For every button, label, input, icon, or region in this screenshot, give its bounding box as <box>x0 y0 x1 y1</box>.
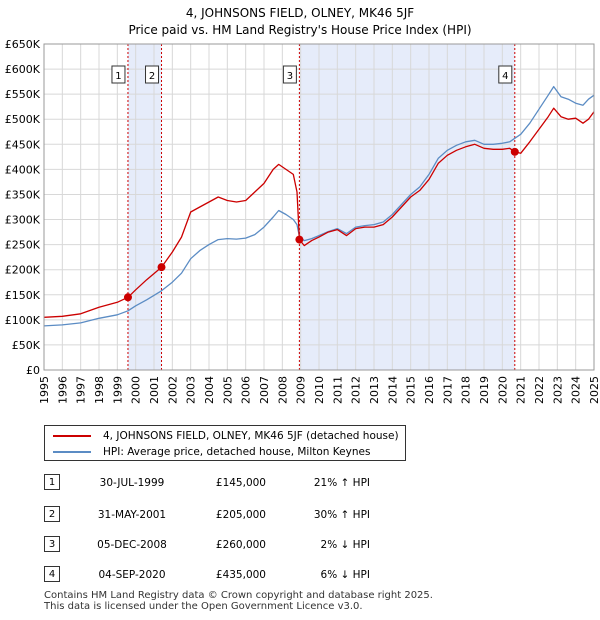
sale-hpi-diff: 2% ↓ HPI <box>320 539 370 551</box>
x-tick-label: 2001 <box>148 376 161 404</box>
y-tick-label: £300K <box>5 214 41 227</box>
legend: 4, JOHNSONS FIELD, OLNEY, MK46 5JF (deta… <box>44 425 406 461</box>
x-tick-label: 1996 <box>56 376 69 404</box>
sale-number-badge: 3 <box>44 536 60 552</box>
series-line-hpi <box>43 85 595 327</box>
sale-date: 30-JUL-1999 <box>99 477 165 489</box>
price-chart: 4, JOHNSONS FIELD, OLNEY, MK46 5JF Price… <box>5 6 600 404</box>
x-tick-label: 2002 <box>166 376 179 404</box>
x-tick-label: 2008 <box>276 376 289 404</box>
series-line-property <box>43 107 595 318</box>
chart-subtitle: Price paid vs. HM Land Registry's House … <box>128 23 471 37</box>
legend-item-property: 4, JOHNSONS FIELD, OLNEY, MK46 5JF (deta… <box>53 428 399 444</box>
sale-hpi-diff: 21% ↑ HPI <box>313 477 370 489</box>
x-tick-label: 2016 <box>423 376 436 404</box>
x-tick-label: 2003 <box>185 376 198 404</box>
x-tick-label: 2019 <box>478 376 491 404</box>
x-tick-label: 2000 <box>130 376 143 404</box>
footer-copyright: Contains HM Land Registry data © Crown c… <box>44 590 433 601</box>
legend-label-hpi: HPI: Average price, detached house, Milt… <box>103 446 371 458</box>
y-tick-label: £0 <box>26 364 40 377</box>
y-tick-label: £250K <box>5 239 41 252</box>
x-tick-label: 2018 <box>460 376 473 404</box>
x-tick-label: 2025 <box>588 376 600 404</box>
legend-item-hpi: HPI: Average price, detached house, Milt… <box>53 444 370 460</box>
chart-title: 4, JOHNSONS FIELD, OLNEY, MK46 5JF <box>186 6 414 20</box>
x-tick-label: 2011 <box>331 376 344 404</box>
legend-label-property: 4, JOHNSONS FIELD, OLNEY, MK46 5JF (deta… <box>103 430 399 442</box>
table-row: 2 31-MAY-2001 £205,000 30% ↑ HPI <box>44 506 404 524</box>
sale-point <box>123 293 132 302</box>
sale-date: 31-MAY-2001 <box>97 509 167 521</box>
x-tick-label: 2015 <box>405 376 418 404</box>
x-tick-label: 2023 <box>551 376 564 404</box>
x-tick-label: 2007 <box>258 376 271 404</box>
x-tick-label: 2004 <box>203 376 216 404</box>
x-tick-label: 2021 <box>515 376 528 404</box>
sale-date: 04-SEP-2020 <box>98 569 166 581</box>
table-row: 4 04-SEP-2020 £435,000 6% ↓ HPI <box>44 566 404 584</box>
footer: Contains HM Land Registry data © Crown c… <box>44 590 433 612</box>
sale-price: £435,000 <box>215 569 266 581</box>
sale-point <box>295 235 304 244</box>
x-tick-label: 2022 <box>533 376 546 404</box>
x-tick-label: 2006 <box>240 376 253 404</box>
sale-number-label: 1 <box>115 71 121 82</box>
sale-number-box <box>145 65 160 84</box>
y-tick-label: £400K <box>5 163 41 176</box>
sale-number-badge: 2 <box>44 506 60 522</box>
y-tick-label: £50K <box>12 339 41 352</box>
x-tick-label: 1999 <box>111 376 124 404</box>
x-tick-label: 2010 <box>313 376 326 404</box>
footer-licence: This data is licensed under the Open Gov… <box>44 601 363 612</box>
y-tick-label: £550K <box>5 88 41 101</box>
x-tick-label: 2013 <box>368 376 381 404</box>
sale-number-label: 2 <box>149 71 155 82</box>
y-tick-label: £600K <box>5 63 41 76</box>
sale-number-badge: 4 <box>44 566 60 582</box>
sale-hpi-diff: 30% ↑ HPI <box>313 509 370 521</box>
legend-swatch-property <box>53 435 91 437</box>
sale-number-box <box>498 65 513 84</box>
sale-number-badge: 1 <box>44 474 60 490</box>
sale-date: 05-DEC-2008 <box>97 539 167 551</box>
sale-number-label: 4 <box>502 71 508 82</box>
x-tick-label: 2020 <box>496 376 509 404</box>
y-tick-label: £650K <box>5 38 41 51</box>
y-tick-label: £100K <box>5 314 41 327</box>
x-tick-label: 1995 <box>38 376 51 404</box>
sale-hpi-diff: 6% ↓ HPI <box>320 569 370 581</box>
x-tick-label: 2024 <box>570 376 583 404</box>
sale-number-box <box>111 65 126 84</box>
shaded-period <box>299 44 515 370</box>
shaded-period <box>127 44 162 370</box>
x-tick-label: 2009 <box>295 376 308 404</box>
table-row: 3 05-DEC-2008 £260,000 2% ↓ HPI <box>44 536 404 554</box>
sale-point <box>510 147 519 156</box>
y-tick-label: £500K <box>5 113 41 126</box>
sale-number-box <box>282 65 297 84</box>
y-tick-label: £450K <box>5 138 41 151</box>
x-tick-label: 1998 <box>93 376 106 404</box>
x-tick-label: 2012 <box>350 376 363 404</box>
sale-price: £260,000 <box>215 539 266 551</box>
sale-number-label: 3 <box>287 71 293 82</box>
sale-point <box>157 263 166 272</box>
x-tick-label: 2005 <box>221 376 234 404</box>
sale-price: £145,000 <box>215 477 266 489</box>
x-tick-label: 1997 <box>75 376 88 404</box>
x-tick-label: 2014 <box>386 376 399 404</box>
plot-border <box>43 43 595 371</box>
y-tick-label: £350K <box>5 188 41 201</box>
x-tick-label: 2017 <box>441 376 454 404</box>
table-row: 1 30-JUL-1999 £145,000 21% ↑ HPI <box>44 474 404 492</box>
sale-price: £205,000 <box>215 509 266 521</box>
y-tick-label: £150K <box>5 289 41 302</box>
y-tick-label: £200K <box>5 264 41 277</box>
legend-swatch-hpi <box>53 451 91 453</box>
